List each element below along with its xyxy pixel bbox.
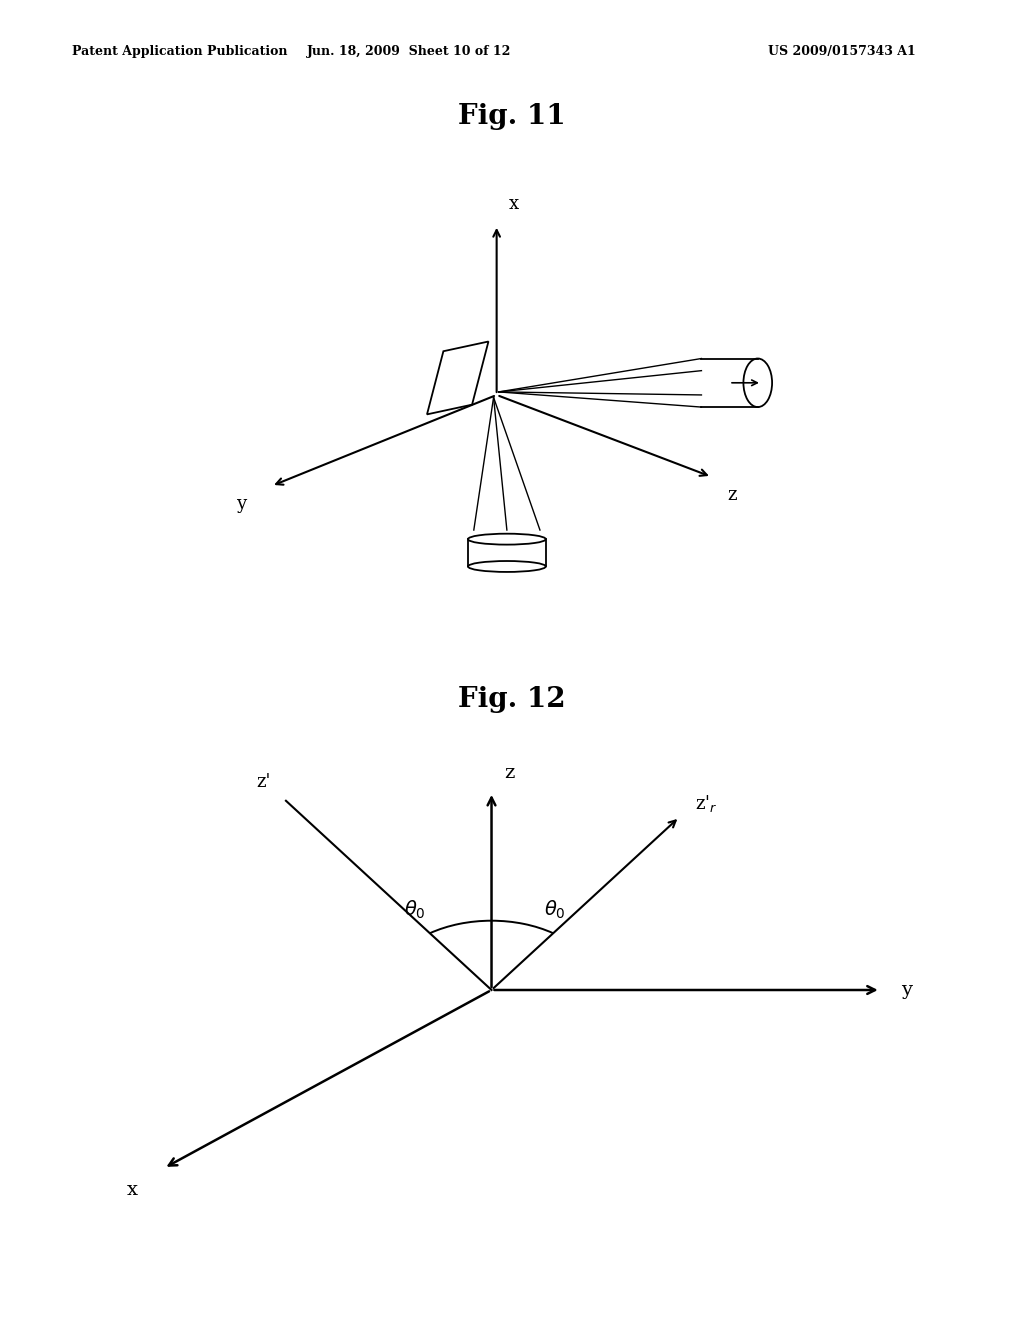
Text: x: x	[509, 195, 519, 213]
Text: x: x	[127, 1181, 138, 1200]
Text: y: y	[901, 981, 912, 999]
Text: Fig. 11: Fig. 11	[458, 103, 566, 131]
Text: Jun. 18, 2009  Sheet 10 of 12: Jun. 18, 2009 Sheet 10 of 12	[307, 45, 512, 58]
Text: z: z	[727, 486, 736, 504]
Text: US 2009/0157343 A1: US 2009/0157343 A1	[768, 45, 915, 58]
Text: z'$_r$: z'$_r$	[695, 793, 717, 813]
Text: Patent Application Publication: Patent Application Publication	[72, 45, 287, 58]
Text: $\theta_0$: $\theta_0$	[544, 899, 566, 921]
Text: $\theta_0$: $\theta_0$	[403, 899, 426, 921]
Text: z: z	[504, 764, 514, 781]
Text: z': z'	[256, 774, 270, 791]
Text: Fig. 12: Fig. 12	[458, 686, 566, 713]
Text: y: y	[236, 495, 246, 513]
